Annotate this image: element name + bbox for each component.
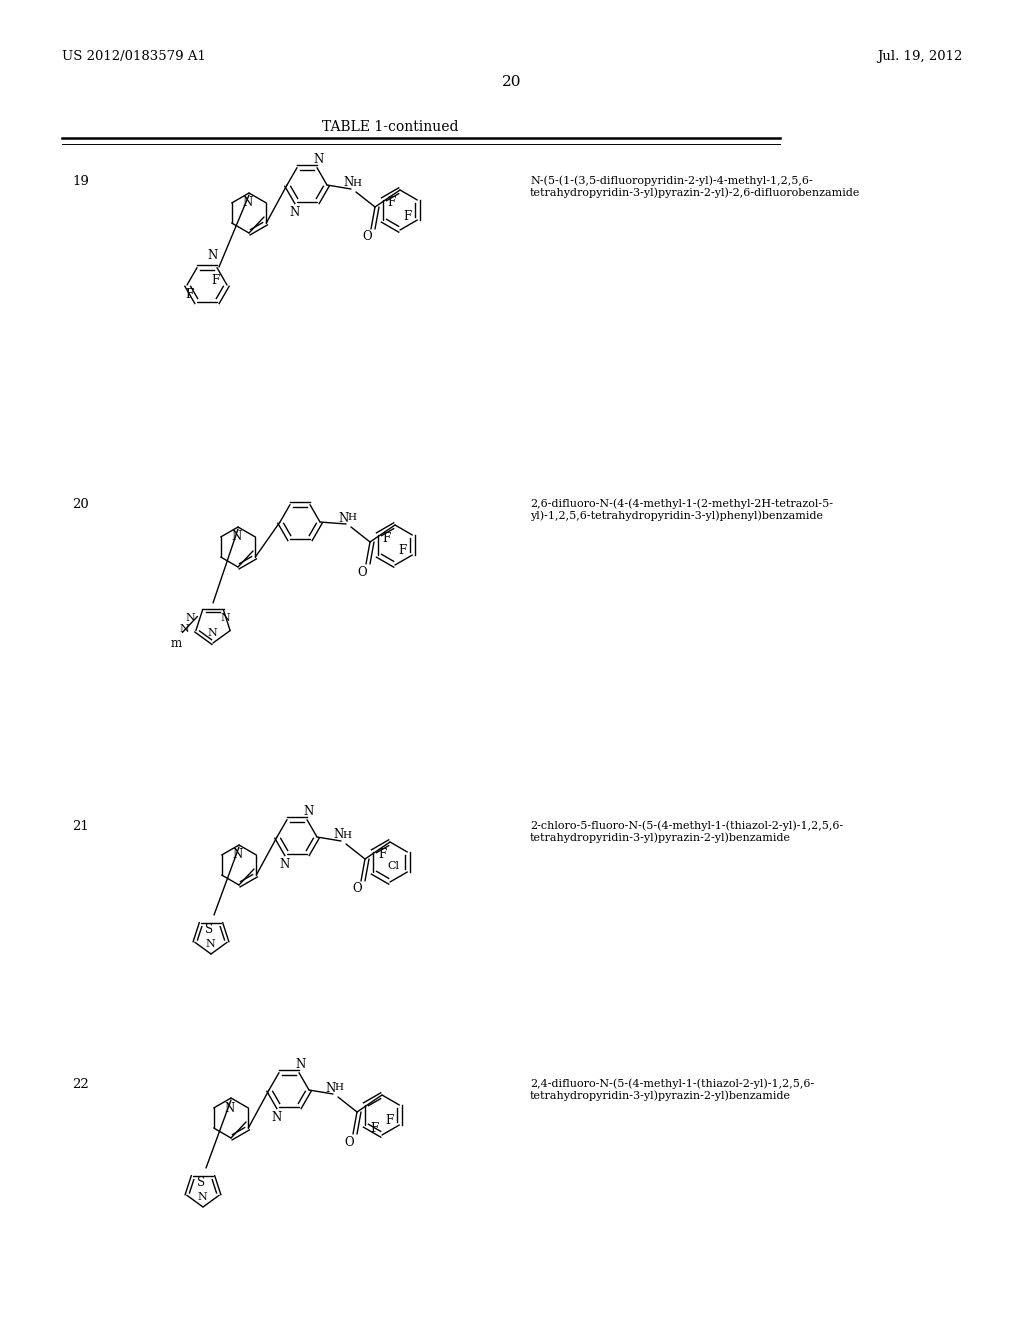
Text: N: N xyxy=(304,805,314,818)
Text: F: F xyxy=(371,1122,379,1134)
Text: F: F xyxy=(387,197,396,210)
Text: N: N xyxy=(231,531,242,544)
Text: N: N xyxy=(198,1192,207,1203)
Text: N: N xyxy=(280,858,290,871)
Text: N: N xyxy=(290,206,300,219)
Text: N: N xyxy=(344,177,354,190)
Text: F: F xyxy=(398,544,407,557)
Text: F: F xyxy=(379,849,387,862)
Text: N: N xyxy=(334,829,344,842)
Text: m: m xyxy=(171,638,182,649)
Text: 2,4-difluoro-N-(5-(4-methyl-1-(thiazol-2-yl)-1,2,5,6-
tetrahydropyridin-3-yl)pyr: 2,4-difluoro-N-(5-(4-methyl-1-(thiazol-2… xyxy=(530,1078,814,1101)
Text: 19: 19 xyxy=(72,176,89,187)
Text: 21: 21 xyxy=(72,820,89,833)
Text: N: N xyxy=(232,849,243,862)
Text: N: N xyxy=(296,1059,306,1071)
Text: TABLE 1-continued: TABLE 1-continued xyxy=(322,120,459,135)
Text: H: H xyxy=(347,513,356,523)
Text: F: F xyxy=(403,210,412,223)
Text: N: N xyxy=(225,1101,236,1114)
Text: Jul. 19, 2012: Jul. 19, 2012 xyxy=(877,50,962,63)
Text: 2,6-difluoro-N-(4-(4-methyl-1-(2-methyl-2H-tetrazol-5-
yl)-1,2,5,6-tetrahydropyr: 2,6-difluoro-N-(4-(4-methyl-1-(2-methyl-… xyxy=(530,498,833,521)
Text: 2-chloro-5-fluoro-N-(5-(4-methyl-1-(thiazol-2-yl)-1,2,5,6-
tetrahydropyridin-3-y: 2-chloro-5-fluoro-N-(5-(4-methyl-1-(thia… xyxy=(530,820,843,843)
Text: N: N xyxy=(208,249,218,263)
Text: N: N xyxy=(207,628,217,638)
Text: N: N xyxy=(326,1081,336,1094)
Text: N: N xyxy=(243,197,253,210)
Text: F: F xyxy=(211,273,219,286)
Text: H: H xyxy=(352,178,361,187)
Text: N: N xyxy=(179,623,188,634)
Text: US 2012/0183579 A1: US 2012/0183579 A1 xyxy=(62,50,206,63)
Text: 20: 20 xyxy=(72,498,89,511)
Text: 22: 22 xyxy=(72,1078,89,1092)
Text: N: N xyxy=(272,1111,283,1123)
Text: O: O xyxy=(344,1135,354,1148)
Text: N: N xyxy=(205,939,215,949)
Text: N: N xyxy=(221,614,230,623)
Text: N: N xyxy=(185,614,196,623)
Text: N-(5-(1-(3,5-difluoropyridin-2-yl)-4-methyl-1,2,5,6-
tetrahydropyridin-3-yl)pyra: N-(5-(1-(3,5-difluoropyridin-2-yl)-4-met… xyxy=(530,176,860,198)
Text: Cl: Cl xyxy=(387,861,399,871)
Text: F: F xyxy=(185,288,194,301)
Text: O: O xyxy=(357,565,367,578)
Text: S: S xyxy=(197,1176,205,1189)
Text: O: O xyxy=(352,883,361,895)
Text: H: H xyxy=(335,1084,343,1093)
Text: N: N xyxy=(314,153,325,166)
Text: N: N xyxy=(339,511,349,524)
Text: S: S xyxy=(205,923,213,936)
Text: 20: 20 xyxy=(502,75,522,88)
Text: O: O xyxy=(362,231,372,243)
Text: H: H xyxy=(342,830,351,840)
Text: F: F xyxy=(385,1114,393,1127)
Text: F: F xyxy=(383,532,391,544)
